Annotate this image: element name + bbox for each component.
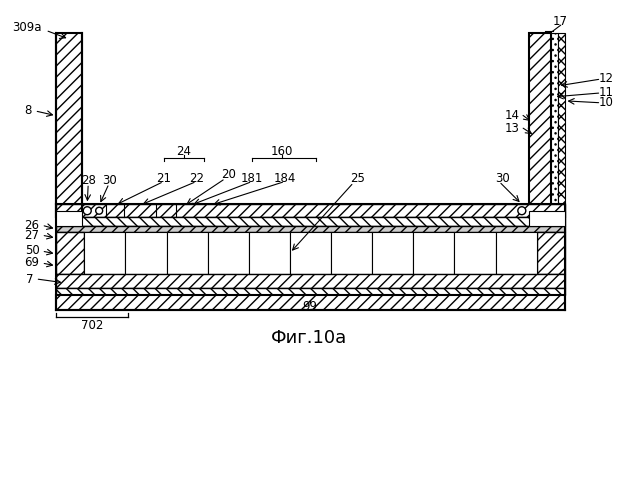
Bar — [551, 33, 558, 217]
Bar — [413, 232, 454, 274]
Bar — [496, 232, 537, 274]
Text: 27: 27 — [25, 228, 40, 241]
Text: 8: 8 — [24, 104, 32, 118]
Text: 12: 12 — [599, 72, 614, 86]
Bar — [207, 232, 249, 274]
Text: 20: 20 — [221, 168, 236, 181]
Bar — [167, 232, 207, 274]
Text: 184: 184 — [274, 172, 297, 185]
Text: 30: 30 — [496, 172, 510, 185]
Text: 22: 22 — [189, 172, 204, 185]
Text: 702: 702 — [81, 319, 103, 332]
Text: 99: 99 — [303, 300, 318, 313]
Text: 69: 69 — [25, 256, 40, 270]
Bar — [56, 294, 565, 310]
Bar — [56, 232, 84, 274]
Text: 10: 10 — [599, 96, 614, 110]
Text: 30: 30 — [102, 174, 116, 187]
Text: 50: 50 — [25, 244, 40, 258]
Bar — [454, 232, 496, 274]
Text: 17: 17 — [553, 15, 568, 28]
Bar — [529, 211, 565, 226]
Bar — [56, 211, 82, 226]
Text: 28: 28 — [81, 174, 96, 187]
Text: 13: 13 — [505, 122, 520, 135]
Bar — [84, 232, 126, 274]
Text: 14: 14 — [505, 110, 520, 122]
Bar — [56, 226, 565, 232]
Circle shape — [96, 207, 103, 214]
Text: 24: 24 — [176, 145, 191, 158]
Circle shape — [84, 206, 91, 214]
Bar — [529, 33, 551, 217]
Bar — [56, 204, 565, 217]
Text: 26: 26 — [25, 218, 40, 232]
Circle shape — [518, 206, 526, 214]
Bar — [249, 232, 290, 274]
Bar — [372, 232, 413, 274]
Text: 309a: 309a — [12, 20, 41, 34]
Bar — [56, 288, 565, 294]
Text: Фиг.10а: Фиг.10а — [271, 328, 347, 346]
Text: 7: 7 — [26, 274, 33, 286]
Text: 181: 181 — [241, 172, 264, 185]
Bar — [56, 274, 565, 288]
Bar — [56, 33, 82, 217]
Bar — [331, 232, 372, 274]
Text: 160: 160 — [271, 145, 293, 158]
Bar — [558, 33, 565, 217]
Bar — [56, 217, 565, 226]
Text: 25: 25 — [350, 172, 365, 185]
Bar — [537, 232, 565, 274]
Text: 11: 11 — [599, 86, 614, 100]
Text: 21: 21 — [157, 172, 171, 185]
Bar — [126, 232, 167, 274]
Bar — [290, 232, 331, 274]
